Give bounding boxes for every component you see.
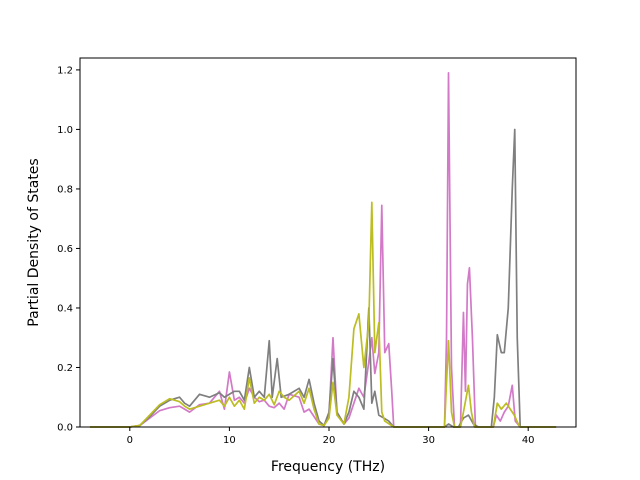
y-tick-label: 0.2 — [57, 363, 73, 374]
plot-frame — [79, 57, 577, 428]
plot-background — [80, 58, 576, 427]
y-axis: 0.0 0.2 0.4 0.6 0.8 1.0 1.2 — [57, 65, 80, 434]
y-tick-label: 1.0 — [57, 125, 73, 136]
y-axis-label: Partial Density of States — [26, 158, 42, 326]
y-tick-label: 0.0 — [57, 423, 73, 434]
series-line-3 — [89, 201, 557, 428]
y-tick-label: 0.6 — [57, 244, 73, 255]
x-tick-label: 10 — [223, 435, 236, 446]
x-axis: 0 10 20 30 40 — [127, 427, 535, 446]
y-tick-label: 1.2 — [57, 65, 73, 76]
y-tick-label: 0.4 — [57, 303, 73, 314]
x-axis-label: Frequency (THz) — [271, 459, 385, 475]
x-tick-label: 0 — [127, 435, 133, 446]
x-tick-label: 20 — [323, 435, 336, 446]
y-tick-label: 0.8 — [57, 184, 73, 195]
x-tick-label: 40 — [522, 435, 535, 446]
x-tick-label: 30 — [422, 435, 435, 446]
